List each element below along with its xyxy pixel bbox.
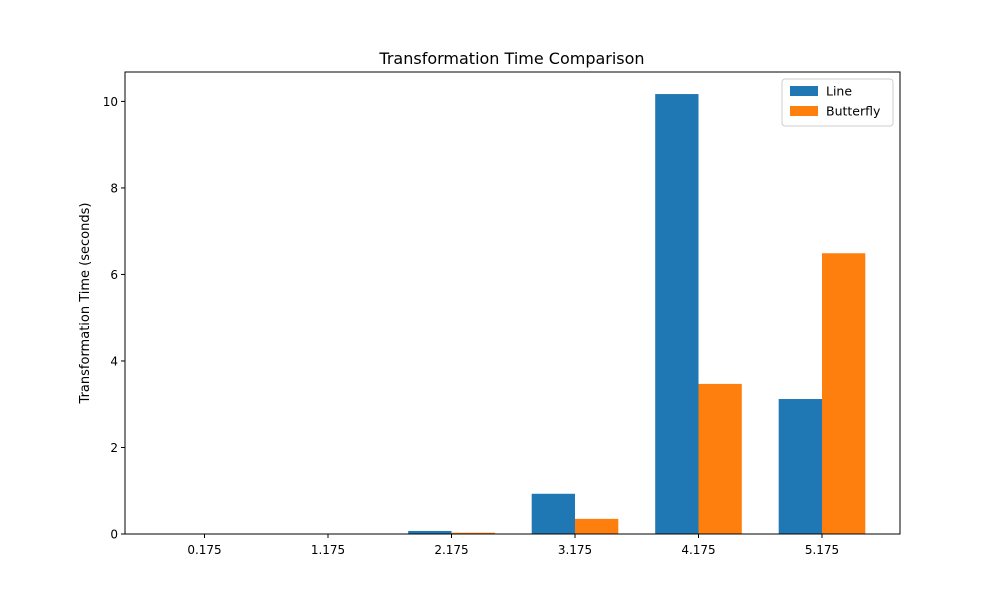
- y-tick-label-3: 6: [110, 268, 118, 282]
- x-tick-label-1: 1.175: [311, 543, 345, 557]
- legend-swatch-line: [790, 86, 818, 96]
- bars-group: [161, 94, 866, 534]
- y-tick-label-0: 0: [110, 528, 118, 542]
- y-axis-label: Transformation Time (seconds): [78, 203, 93, 405]
- y-tick-label-1: 2: [110, 441, 118, 455]
- legend: Line Butterfly: [781, 78, 894, 127]
- y-tick-label-2: 4: [110, 354, 118, 368]
- x-tick-label-4: 4.175: [681, 543, 715, 557]
- y-tick-label-5: 10: [103, 95, 118, 109]
- bar-line-2: [408, 530, 452, 534]
- x-tick-label-2: 2.175: [434, 543, 468, 557]
- x-tick-label-3: 3.175: [558, 543, 592, 557]
- plot-frame: [124, 71, 901, 535]
- bar-line-3: [531, 493, 575, 534]
- bar-butterfly-5: [822, 253, 866, 534]
- y-tick-label-4: 8: [110, 181, 118, 195]
- y-axis: 0 2 4 6 8 10: [103, 95, 125, 542]
- x-tick-label-5: 5.175: [805, 543, 839, 557]
- bar-line-4: [655, 94, 699, 534]
- chart-title: Transformation Time Comparison: [378, 49, 644, 68]
- legend-label-line: Line: [826, 84, 852, 99]
- bar-butterfly-2: [451, 532, 495, 534]
- legend-swatch-butterfly: [790, 106, 818, 116]
- x-tick-label-0: 0.175: [187, 543, 221, 557]
- legend-label-butterfly: Butterfly: [826, 104, 881, 119]
- bar-line-5: [778, 399, 822, 534]
- x-axis: 0.175 1.175 2.175 3.175 4.175 5.175: [187, 534, 839, 557]
- bar-butterfly-3: [575, 518, 619, 534]
- bar-butterfly-4: [698, 383, 742, 534]
